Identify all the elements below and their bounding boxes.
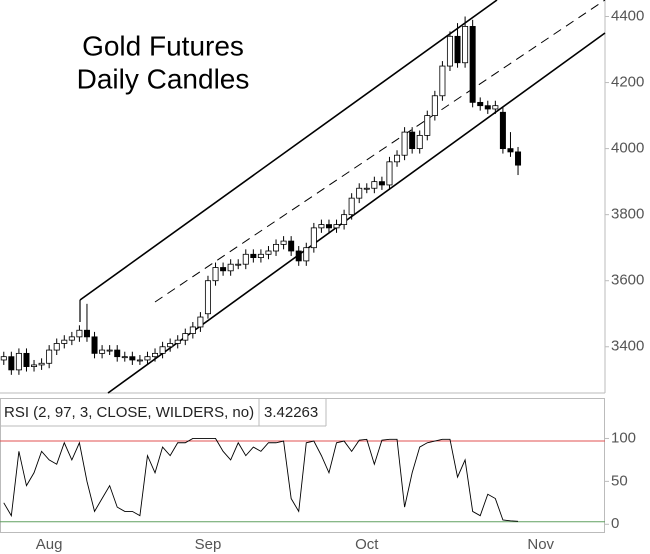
chart-subtitle: Daily Candles (77, 63, 250, 94)
candle-body (250, 253, 257, 258)
candle-body (227, 263, 234, 272)
rsi-line (3, 438, 519, 522)
candle-body (129, 356, 136, 361)
candle-body (348, 197, 355, 216)
candle-body (204, 280, 211, 315)
candle-body (394, 154, 401, 163)
chart-title: Gold Futures (82, 30, 244, 61)
candle-body (220, 267, 227, 272)
candle-body (159, 346, 166, 354)
y-tick-label: 3800 (611, 206, 644, 223)
candle-body (15, 352, 22, 371)
candle-body (363, 187, 370, 190)
candle-body (197, 316, 204, 328)
candle-body (492, 105, 499, 110)
candle-body (288, 240, 295, 252)
candle-body (416, 135, 423, 150)
x-tick-label: Sep (195, 536, 222, 553)
candle-body (431, 95, 438, 116)
candle-body (273, 243, 280, 252)
candle-body (46, 349, 53, 364)
candle-body (303, 247, 310, 262)
candle-body (91, 336, 98, 354)
candle-body (235, 263, 242, 266)
y-tick-label: 100 (611, 429, 636, 446)
candle-body (295, 250, 302, 262)
candle-body (378, 181, 385, 186)
candle-body (439, 65, 446, 97)
candle-body (99, 349, 106, 354)
candle-body (325, 224, 332, 229)
candle-body (310, 227, 317, 249)
candle-body (106, 349, 113, 352)
candle-body (515, 151, 522, 166)
candle-body (212, 267, 219, 282)
candle-body (446, 35, 453, 67)
candle-body (454, 35, 461, 64)
y-tick-label: 4000 (611, 140, 644, 157)
channel-mid (154, 0, 606, 303)
candle-body (333, 224, 340, 229)
candle-body (242, 253, 249, 265)
x-tick-label: Nov (527, 536, 554, 553)
candle-body (424, 115, 431, 136)
rsi-current: 3.42263 (264, 404, 318, 421)
candle-body (121, 356, 128, 359)
candle-body (189, 326, 196, 334)
candle-body (38, 362, 45, 366)
candle-body (76, 329, 83, 338)
x-tick-label: Oct (355, 536, 379, 553)
candle-body (83, 329, 90, 338)
candle-body (409, 131, 416, 150)
channel-upper (79, 0, 498, 301)
candle-body (401, 131, 408, 156)
candle-body (356, 187, 363, 199)
candle-body (61, 339, 68, 344)
candle-body (174, 339, 181, 344)
candle-body (469, 26, 476, 103)
candle-body (144, 356, 151, 361)
candle-body (507, 148, 514, 153)
y-tick-label: 3400 (611, 338, 644, 355)
candle-body (31, 364, 38, 367)
candle-body (318, 224, 325, 229)
y-tick-label: 4200 (611, 74, 644, 91)
candle-body (0, 356, 7, 361)
y-tick-label: 50 (611, 472, 628, 489)
y-tick-label: 0 (611, 515, 619, 532)
y-tick-label: 3600 (611, 272, 644, 289)
rsi-frame (0, 398, 605, 533)
candle-body (8, 356, 15, 371)
candle-body (341, 214, 348, 225)
candle-body (371, 181, 378, 189)
candle-body (182, 333, 189, 341)
candle-body (386, 161, 393, 186)
candle-body (499, 111, 506, 150)
y-tick-label: 4400 (611, 7, 644, 24)
candle-body (136, 359, 143, 362)
rsi-title: RSI (2, 97, 3, CLOSE, WILDERS, no) (4, 404, 254, 421)
candle-body (167, 343, 174, 348)
candle-body (462, 26, 469, 64)
candle-body (265, 250, 272, 255)
candle-body (257, 253, 264, 258)
x-tick-label: Aug (36, 536, 63, 553)
candle-body (484, 105, 491, 110)
candle-body (114, 349, 121, 358)
candle-body (53, 343, 60, 351)
candle-body (23, 352, 30, 367)
candle-body (280, 240, 287, 245)
candle-body (477, 101, 484, 107)
candle-body (152, 352, 159, 358)
candle-body (68, 336, 75, 341)
